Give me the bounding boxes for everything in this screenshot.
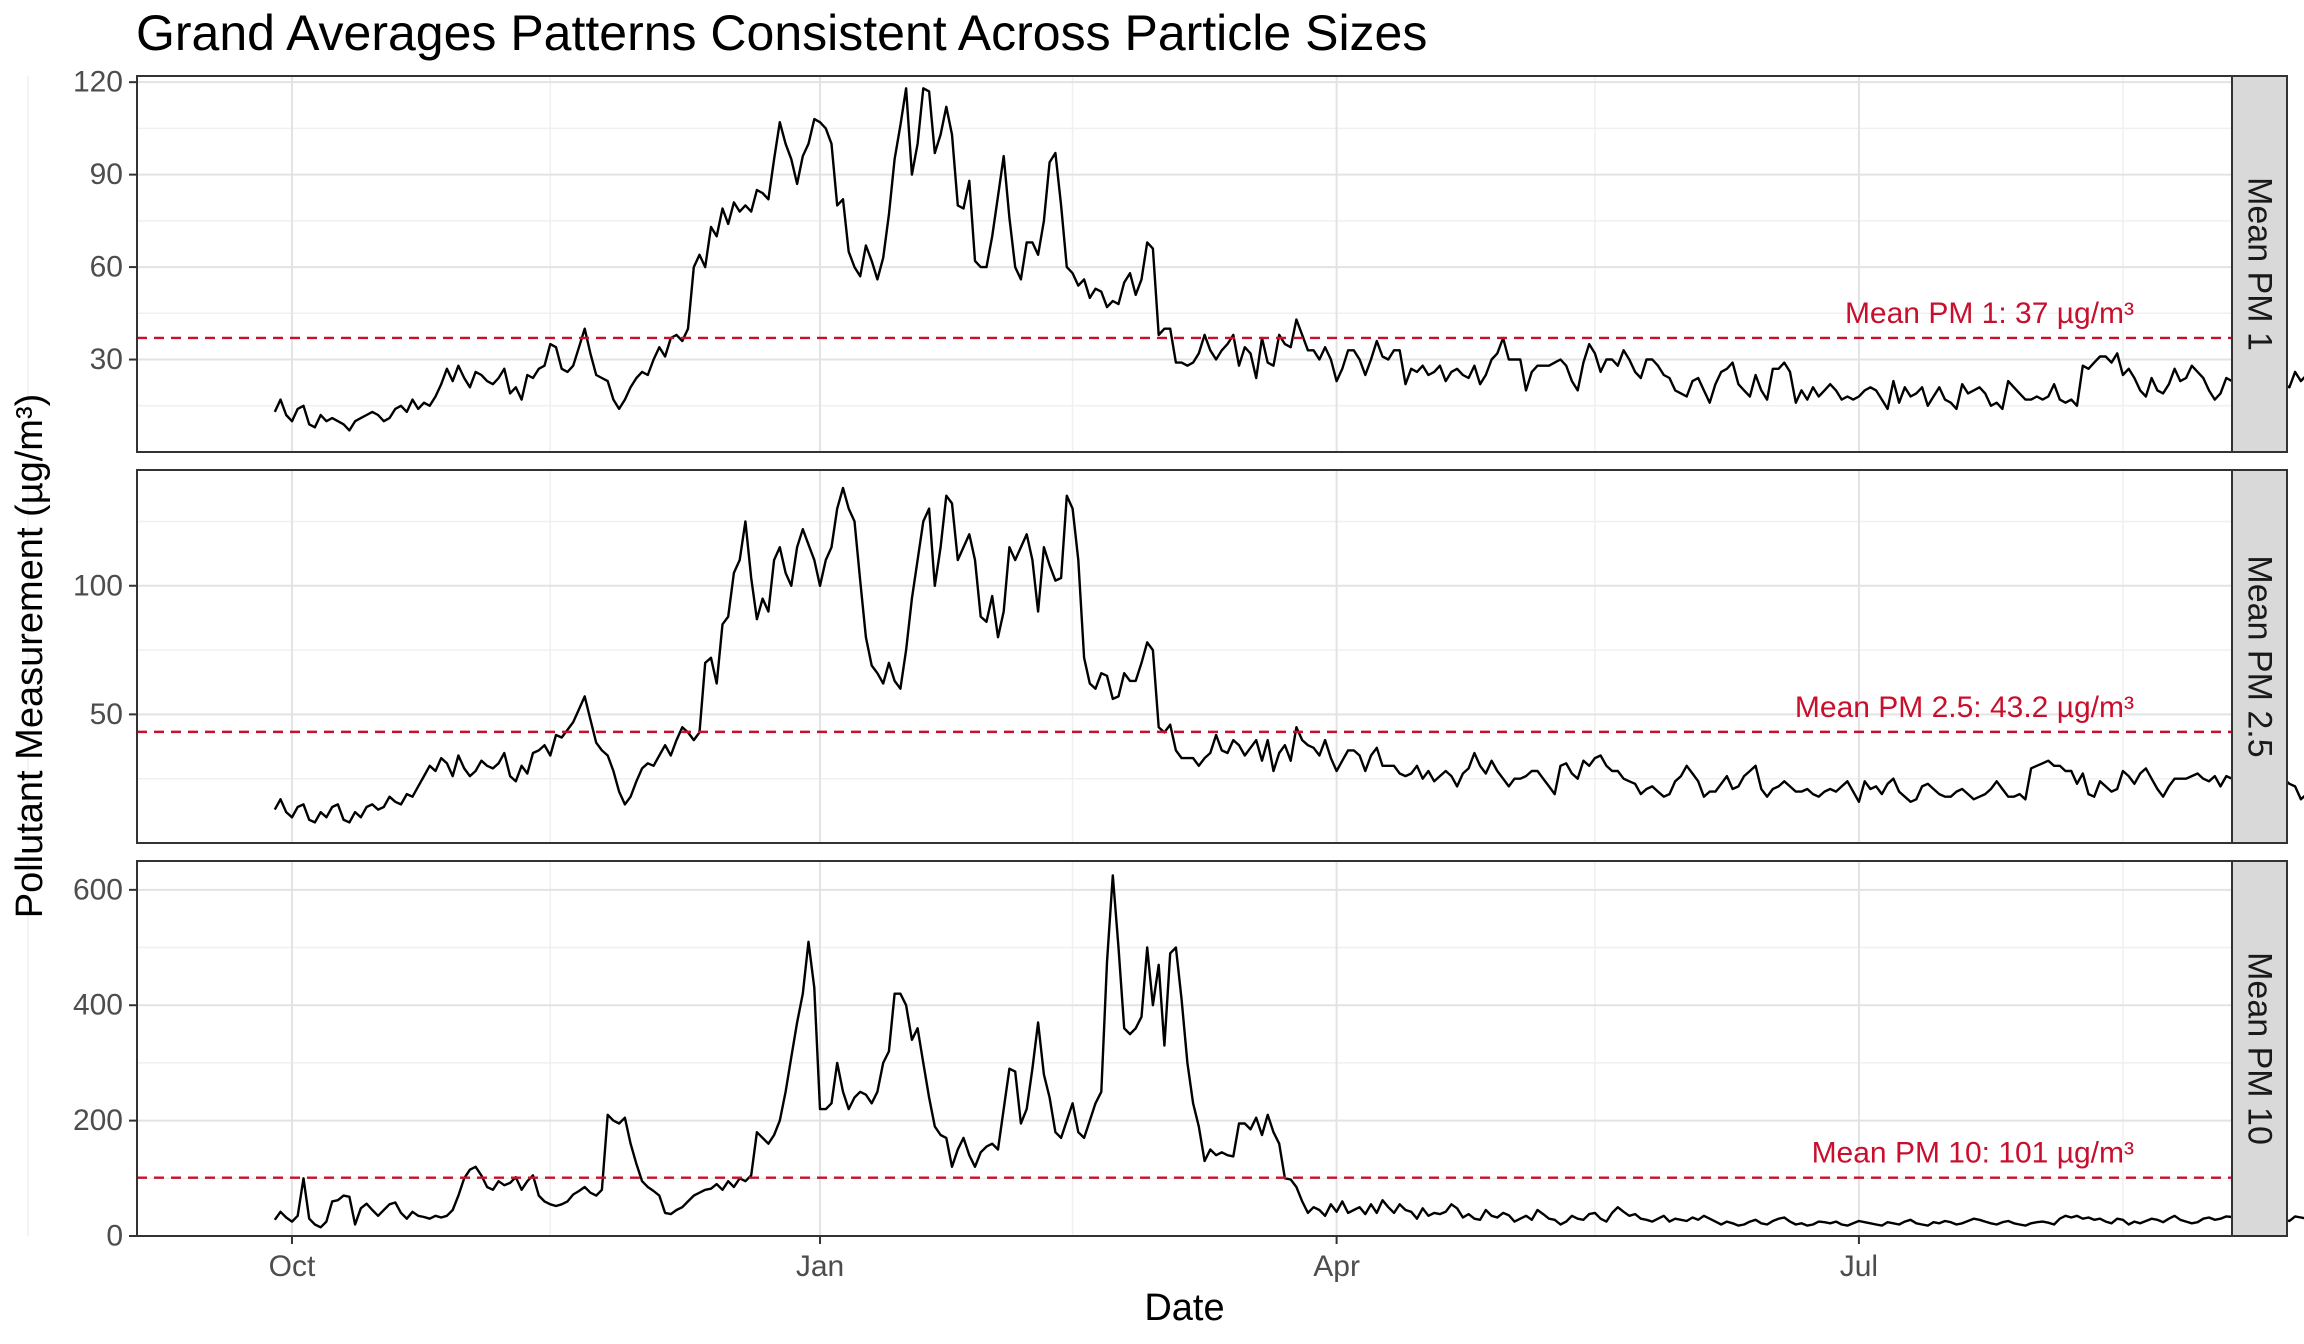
series-line-0 [273,87,2304,432]
facet-strip-label-2: Mean PM 10 [2241,952,2279,1145]
mean-label-1: Mean PM 2.5: 43.2 µg/m³ [1795,691,2134,724]
x-axis-title: Date [1144,1287,1224,1329]
chart-title: Grand Averages Patterns Consistent Acros… [136,5,1428,61]
facet-strip-0 [2231,75,2288,453]
y-tick-label: 50 [90,698,123,731]
mean-label-2: Mean PM 10: 101 µg/m³ [1812,1137,2134,1170]
mean-label-0: Mean PM 1: 37 µg/m³ [1845,297,2134,330]
x-tick-label: Oct [269,1250,316,1283]
x-tick-label: Jul [1840,1250,1878,1283]
y-tick-label: 100 [73,569,123,602]
y-axis-title: Pollutant Measurement (µg/m³) [9,394,51,919]
facet-strip-label-0: Mean PM 1 [2241,177,2279,351]
y-tick-label: 400 [73,989,123,1022]
y-tick-label: 90 [90,158,123,191]
y-tick-label: 200 [73,1104,123,1137]
panel-background-0 [137,76,2232,452]
y-tick-label: 0 [106,1220,123,1253]
y-tick-label: 60 [90,251,123,284]
x-tick-label: Jan [796,1250,844,1283]
y-tick-label: 600 [73,873,123,906]
facet-strip-2 [2231,860,2288,1237]
panel-background-2 [137,861,2232,1236]
x-tick-label: Apr [1313,1250,1360,1283]
facet-strip-label-1: Mean PM 2.5 [2241,555,2279,757]
y-tick-label: 30 [90,343,123,376]
panel-background-1 [137,470,2232,843]
series-line-2 [273,874,2304,1229]
facet-strip-1 [2231,469,2288,844]
y-tick-label: 120 [73,66,123,99]
series-line-1 [273,486,2304,824]
